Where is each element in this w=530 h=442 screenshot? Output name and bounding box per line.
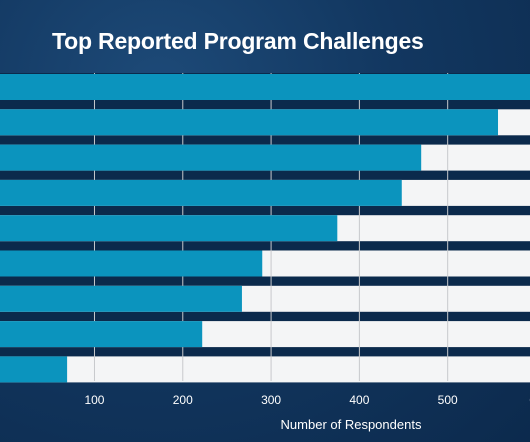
bar — [0, 179, 402, 206]
chart-title: Top Reported Program Challenges — [52, 28, 424, 54]
x-tick-label: 400 — [349, 393, 369, 407]
x-axis-label: Number of Respondents — [281, 417, 422, 432]
bar — [0, 74, 530, 100]
bar — [0, 144, 422, 171]
bar — [0, 215, 338, 242]
bar — [0, 356, 68, 383]
x-tick-label: 300 — [261, 393, 281, 407]
x-tick-label: 100 — [84, 393, 104, 407]
bar — [0, 250, 263, 277]
bar-track — [0, 356, 530, 383]
bar — [0, 109, 499, 136]
bar — [0, 285, 242, 312]
bar — [0, 321, 203, 348]
x-tick-label: 500 — [438, 393, 458, 407]
x-tick-label: 200 — [173, 393, 193, 407]
